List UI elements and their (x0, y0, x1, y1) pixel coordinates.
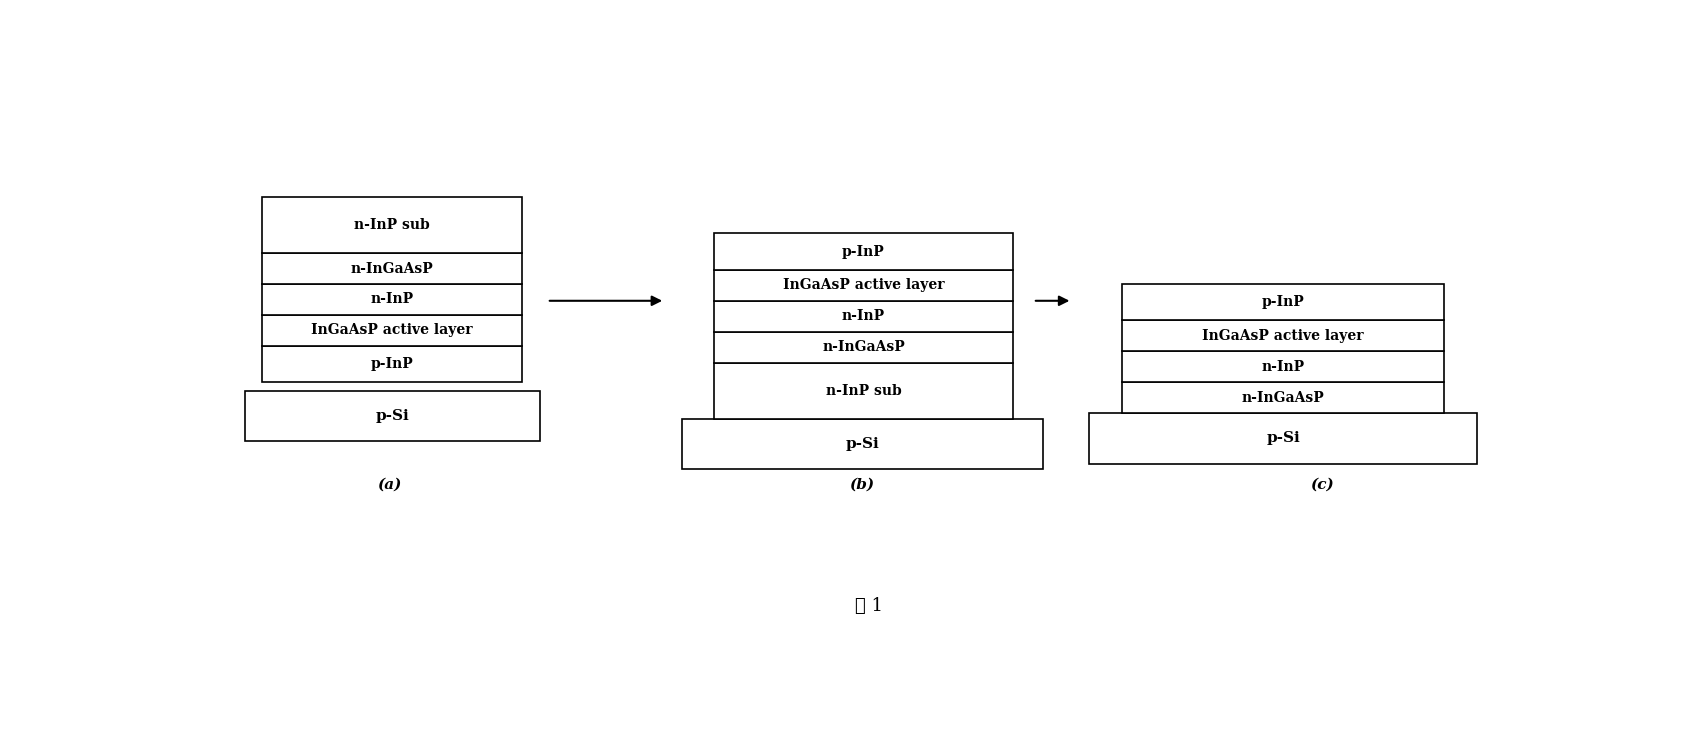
Text: (b): (b) (849, 477, 875, 491)
Bar (261, 253, 522, 284)
Bar (714, 270, 1014, 301)
Text: p-InP: p-InP (1261, 295, 1305, 309)
Text: p-InP: p-InP (842, 245, 885, 259)
Text: n-InGaAsP: n-InGaAsP (1242, 391, 1324, 405)
Bar (261, 315, 522, 346)
Text: InGaAsP active layer: InGaAsP active layer (312, 323, 473, 338)
Text: p-Si: p-Si (376, 409, 410, 423)
Text: p-Si: p-Si (1266, 432, 1300, 445)
Text: p-InP: p-InP (371, 357, 414, 371)
Text: p-Si: p-Si (846, 437, 880, 451)
Bar (1122, 351, 1444, 382)
Text: n-InP sub: n-InP sub (354, 218, 431, 232)
Bar (261, 346, 522, 382)
Text: n-InGaAsP: n-InGaAsP (822, 340, 905, 354)
Bar (681, 418, 1044, 469)
Bar (1122, 382, 1444, 413)
Bar (714, 362, 1014, 418)
Text: 图 1: 图 1 (854, 597, 883, 615)
Text: (a): (a) (376, 477, 402, 491)
Text: n-InP: n-InP (370, 292, 414, 306)
Bar (1122, 284, 1444, 321)
Text: (c): (c) (1310, 477, 1334, 491)
Text: InGaAsP active layer: InGaAsP active layer (783, 278, 944, 292)
Bar (714, 301, 1014, 332)
Text: n-InP sub: n-InP sub (825, 383, 902, 397)
Bar (714, 233, 1014, 270)
Bar (1122, 321, 1444, 351)
Text: n-InGaAsP: n-InGaAsP (351, 262, 434, 276)
Bar (714, 332, 1014, 362)
Bar (1090, 413, 1476, 464)
Text: n-InP: n-InP (842, 309, 885, 323)
Text: n-InP: n-InP (1261, 359, 1305, 374)
Bar (261, 284, 522, 315)
Bar (244, 391, 541, 441)
Bar (261, 197, 522, 253)
Text: InGaAsP active layer: InGaAsP active layer (1202, 329, 1364, 343)
